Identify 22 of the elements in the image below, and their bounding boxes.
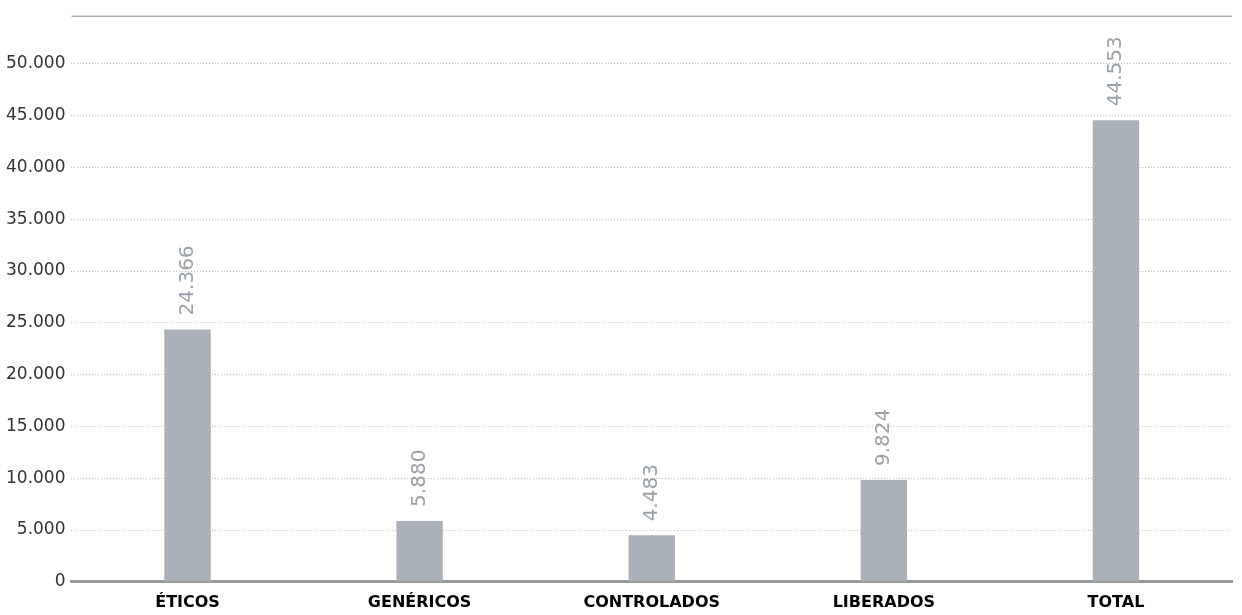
- y-tick-label: 40.000: [6, 155, 66, 176]
- y-tick-label: 45.000: [6, 104, 66, 125]
- x-tick-label: LIBERADOS: [832, 591, 936, 611]
- data-label: 24.366: [173, 245, 198, 316]
- bar: [628, 535, 675, 582]
- y-tick-label: 5.000: [16, 518, 66, 539]
- y-tick-label: 20.000: [6, 363, 66, 384]
- x-tick-label: ÉTICOS: [155, 591, 220, 611]
- data-label: 9.824: [870, 408, 895, 467]
- y-tick-label: 10.000: [6, 466, 66, 487]
- x-tick-label: GENÉRICOS: [367, 591, 472, 611]
- y-tick-label: 30.000: [6, 259, 66, 280]
- x-tick-label: CONTROLADOS: [583, 591, 721, 611]
- x-tick-label: TOTAL: [1087, 591, 1145, 611]
- y-tick-label: 0: [54, 570, 66, 591]
- data-label: 44.553: [1102, 36, 1127, 107]
- y-tick-label: 15.000: [6, 414, 66, 435]
- y-tick-label: 25.000: [6, 311, 66, 332]
- data-label: 4.483: [637, 464, 662, 522]
- y-tick-label: 35.000: [6, 207, 66, 228]
- data-label: 5.880: [405, 449, 430, 507]
- y-tick-label: 50.000: [6, 52, 66, 73]
